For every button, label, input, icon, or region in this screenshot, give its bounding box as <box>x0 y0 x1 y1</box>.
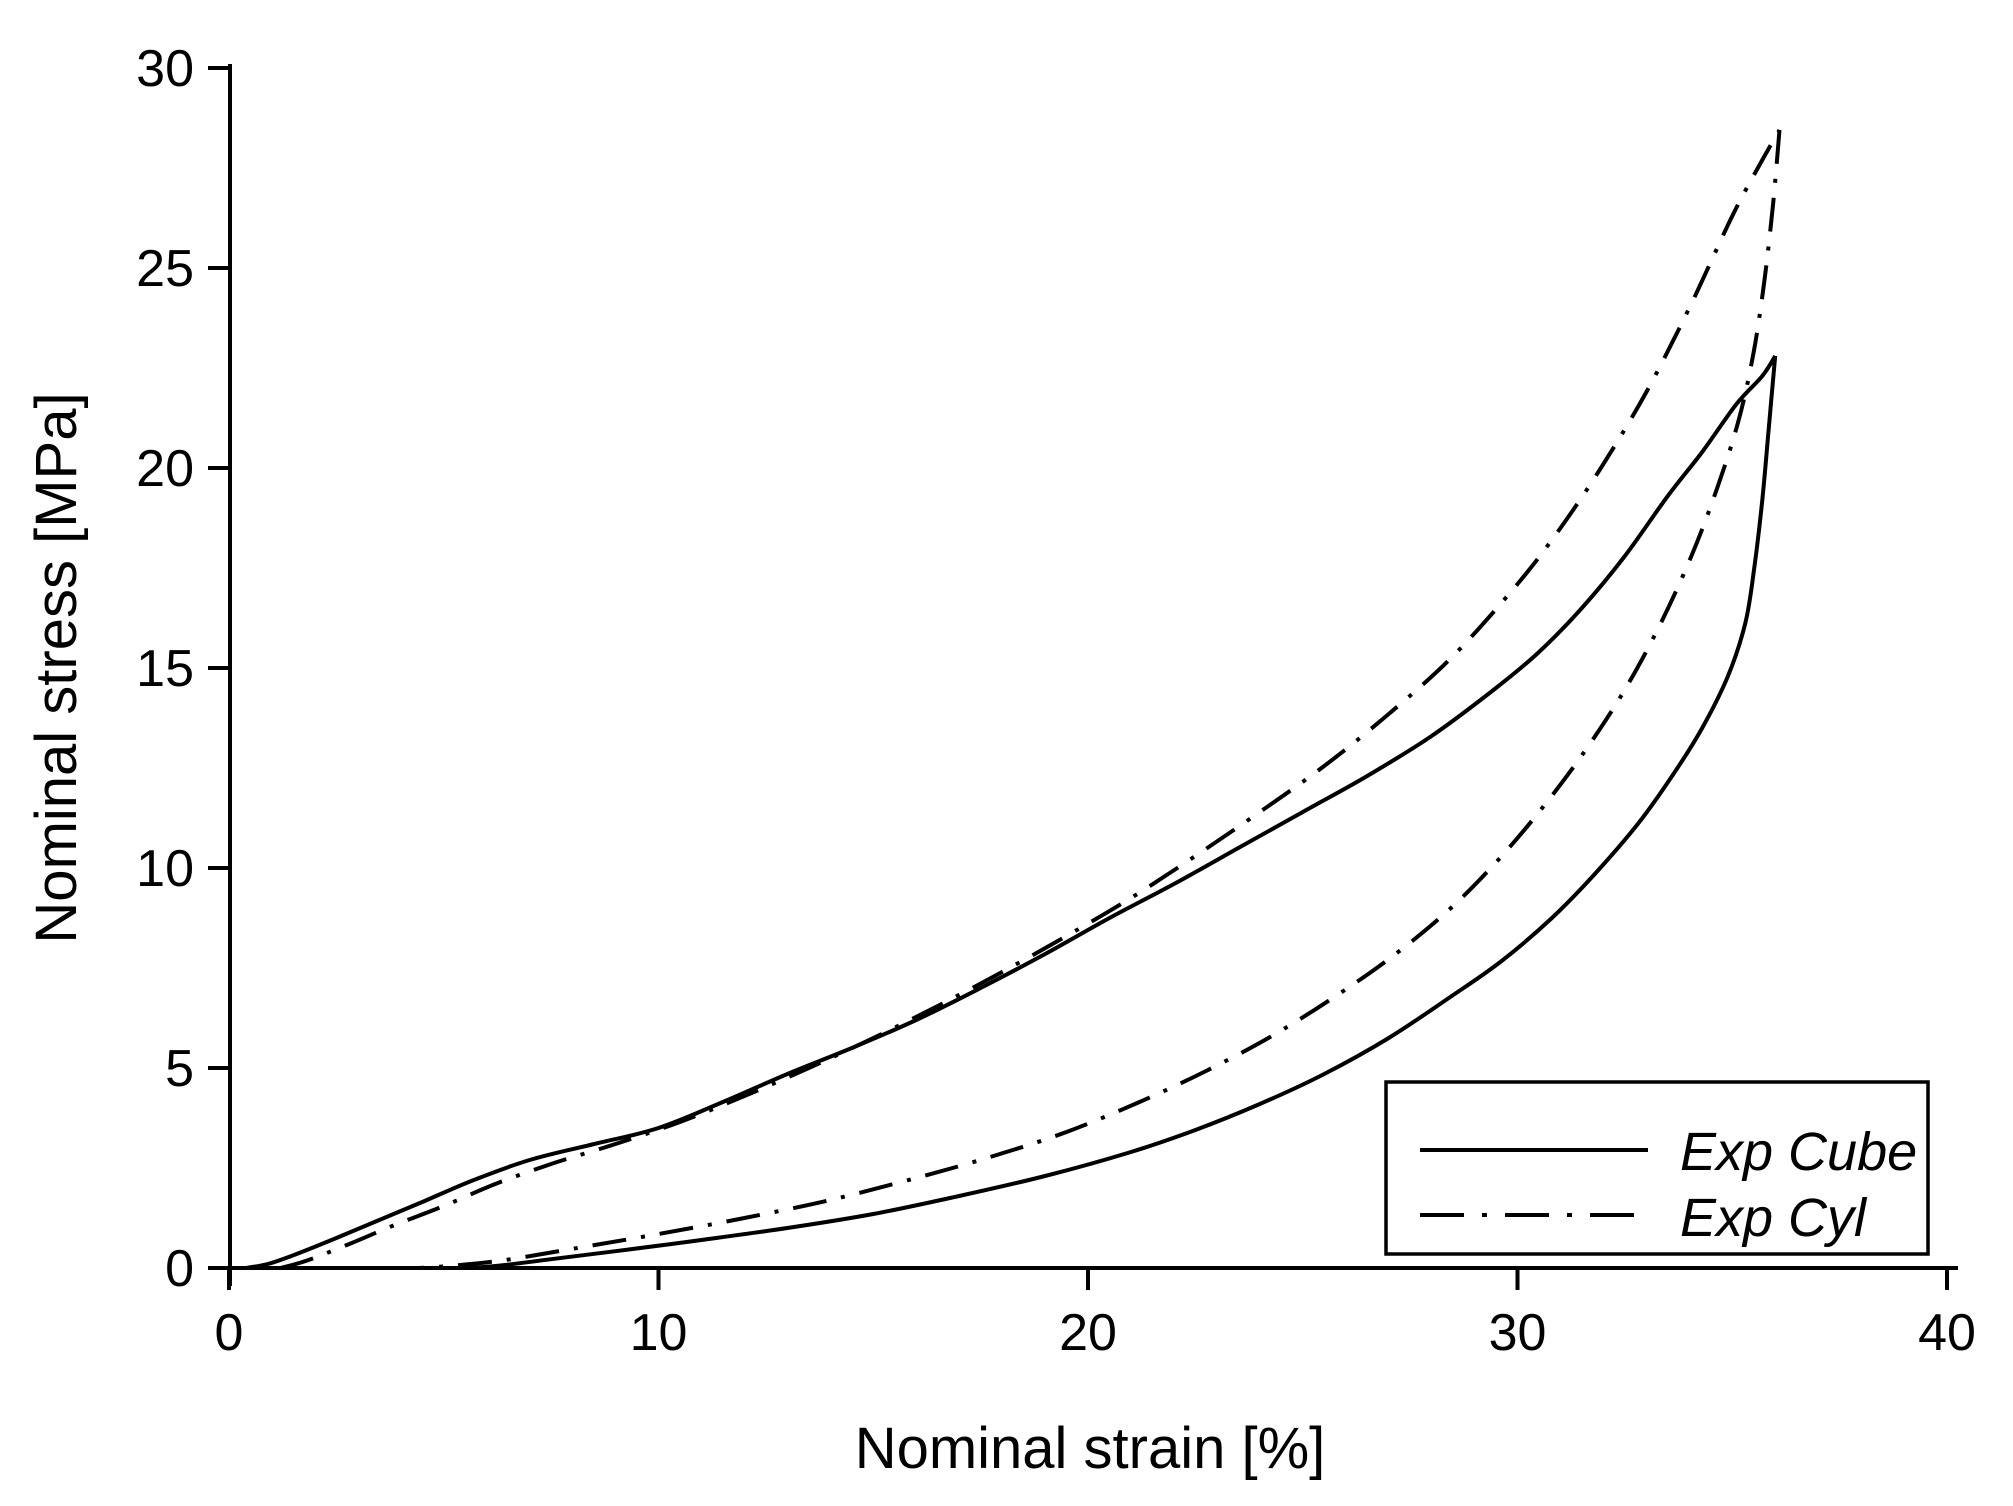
y-tick-label: 5 <box>165 1040 194 1098</box>
y-axis: 0 5 10 15 20 25 30 <box>136 40 232 1298</box>
x-tick-label: 30 <box>1489 1304 1547 1362</box>
y-tick-label: 15 <box>136 640 194 698</box>
series-exp-cyl-loading-path <box>279 128 1782 1270</box>
series-exp-cube-loading-path <box>245 354 1777 1270</box>
series-exp-cube-unloading-path <box>465 355 1778 1270</box>
x-axis-title: Nominal strain [%] <box>855 1416 1326 1481</box>
y-axis-ticks <box>208 66 230 1270</box>
y-tick-label: 25 <box>136 240 194 298</box>
x-axis-ticks <box>227 1268 1949 1290</box>
series-exp-cube <box>245 354 1778 1270</box>
y-axis-title: Nominal stress [MPa] <box>24 392 89 943</box>
legend-box <box>1384 1080 1930 1256</box>
x-axis: 0 10 20 30 40 <box>212 1266 1976 1362</box>
y-tick-label: 30 <box>136 40 194 98</box>
series-exp-cyl <box>279 128 1782 1270</box>
x-tick-label: 0 <box>215 1304 244 1362</box>
y-axis-tick-labels: 0 5 10 15 20 25 30 <box>136 40 194 1298</box>
legend-label-exp-cyl: Exp Cyl <box>1680 1188 1868 1248</box>
x-tick-label: 20 <box>1059 1304 1117 1362</box>
x-tick-label: 10 <box>630 1304 688 1362</box>
x-tick-label: 40 <box>1918 1304 1976 1362</box>
x-axis-tick-labels: 0 10 20 30 40 <box>215 1304 1976 1362</box>
y-tick-label: 0 <box>165 1240 194 1298</box>
legend-label-exp-cube: Exp Cube <box>1680 1122 1917 1182</box>
y-tick-label: 10 <box>136 840 194 898</box>
y-tick-label: 20 <box>136 440 194 498</box>
legend: Exp Cube Exp Cyl <box>1384 1080 1930 1256</box>
series-exp-cyl-unloading-path <box>417 129 1782 1270</box>
